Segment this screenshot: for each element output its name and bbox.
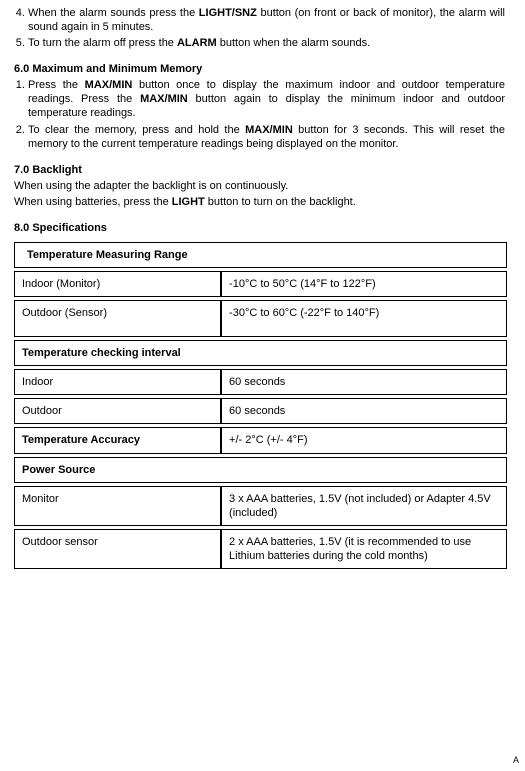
list-item: Press the MAX/MIN button once to display… [28,78,507,120]
text: To clear the memory, press and hold the [28,124,245,136]
spec-key: Indoor [14,369,221,395]
text: button to turn on the backlight. [205,196,356,208]
list-item: When the alarm sounds press the LIGHT/SN… [28,6,507,34]
spec-key: Outdoor (Sensor) [14,300,221,337]
spec-val: -30°C to 60°C (-22°F to 140°F) [221,300,507,337]
spec-val: 60 seconds [221,398,507,424]
spec-key: Indoor (Monitor) [14,271,221,297]
specs-table: Temperature Measuring Range Indoor (Moni… [14,239,507,572]
spec-header: Temperature checking interval [14,340,507,366]
spec-val: +/- 2°C (+/- 4°F) [221,427,507,453]
section-title-7: 7.0 Backlight [14,163,507,177]
spec-key: Temperature Accuracy [14,427,221,453]
manual-page: When the alarm sounds press the LIGHT/SN… [0,0,525,771]
spec-key: Monitor [14,486,221,526]
button-ref: MAX/MIN [245,124,293,136]
maxmin-list: Press the MAX/MIN button once to display… [14,78,507,150]
page-corner-label: A [513,755,519,767]
spec-key: Outdoor [14,398,221,424]
button-ref: MAX/MIN [85,79,133,91]
spec-val: -10°C to 50°C (14°F to 122°F) [221,271,507,297]
text: Press the [28,79,85,91]
alarm-list: When the alarm sounds press the LIGHT/SN… [14,6,507,50]
button-ref: MAX/MIN [140,93,188,105]
button-ref: LIGHT/SNZ [199,7,257,19]
section-title-8: 8.0 Specifications [14,221,507,235]
text: When using the adapter the backlight is … [14,179,507,193]
spec-header: Temperature Measuring Range [14,242,507,268]
text: When the alarm sounds press the [28,7,199,19]
text: When using batteries, press the [14,196,172,208]
text: button when the alarm sounds. [217,37,370,49]
spec-header: Power Source [14,457,507,483]
spec-key: Outdoor sensor [14,529,221,569]
list-item: To clear the memory, press and hold the … [28,123,507,151]
text: When using batteries, press the LIGHT bu… [14,195,507,209]
spec-val: 2 x AAA batteries, 1.5V (it is recommend… [221,529,507,569]
button-ref: LIGHT [172,196,205,208]
spec-val: 60 seconds [221,369,507,395]
spec-val: 3 x AAA batteries, 1.5V (not included) o… [221,486,507,526]
section-title-6: 6.0 Maximum and Minimum Memory [14,62,507,76]
text: To turn the alarm off press the [28,37,177,49]
button-ref: ALARM [177,37,217,49]
list-item: To turn the alarm off press the ALARM bu… [28,36,507,50]
